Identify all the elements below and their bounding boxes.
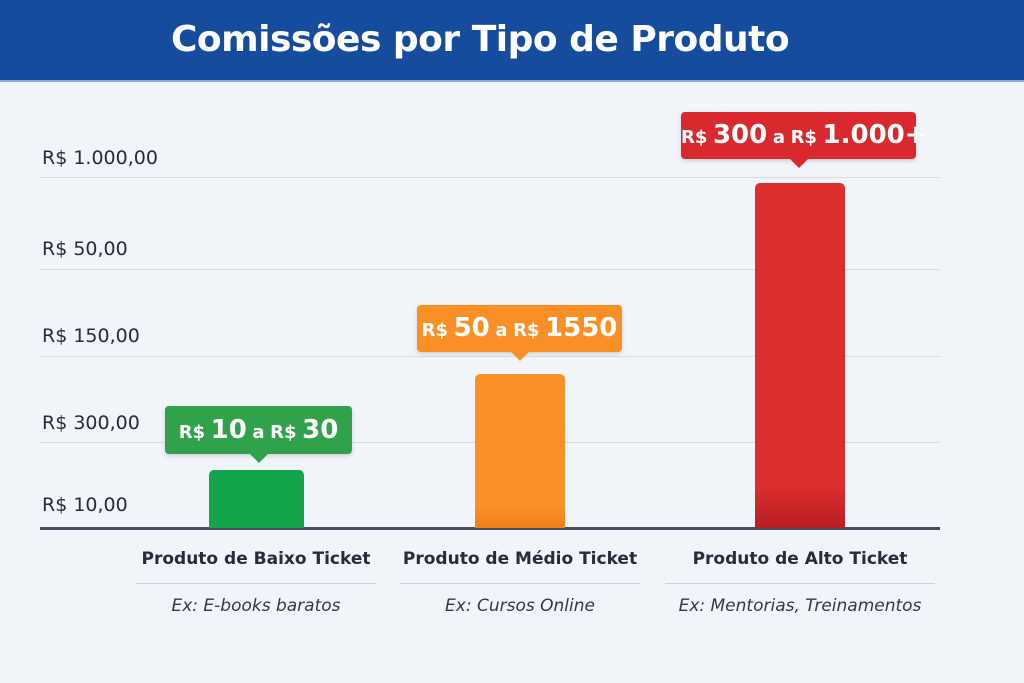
gridline [40, 356, 940, 357]
range-max: 1.000+ [822, 120, 927, 150]
y-tick-label: R$ 50,00 [42, 238, 128, 260]
currency-prefix: R$ [421, 320, 448, 341]
y-tick-label: R$ 300,00 [42, 412, 140, 434]
range-max: 1550 [545, 313, 618, 343]
callout-pointer [789, 159, 808, 168]
currency-prefix: R$ [790, 127, 817, 148]
range-sep: a [772, 127, 785, 148]
category-divider [400, 583, 640, 584]
y-tick-label: R$ 10,00 [42, 494, 128, 516]
range-max: 30 [302, 415, 339, 445]
currency-prefix: R$ [270, 422, 297, 443]
range-min: 10 [210, 415, 247, 445]
range-callout-medium: R$ 50 a R$ 1550 [417, 305, 622, 361]
category-divider [665, 583, 935, 584]
bar-high-ticket [755, 183, 845, 528]
category-example: Ex: E-books baratos [171, 596, 341, 616]
range-callout-low: R$ 10 a R$ 30 [165, 406, 352, 463]
bar-medium-ticket [475, 374, 565, 528]
currency-prefix: R$ [513, 320, 540, 341]
category-example: Ex: Cursos Online [445, 596, 595, 616]
category-divider [136, 583, 376, 584]
callout-pointer [249, 454, 268, 463]
range-sep: a [252, 422, 265, 443]
category-low-ticket: Produto de Baixo Ticket Ex: E-books bara… [136, 549, 376, 616]
category-label: Produto de Baixo Ticket [141, 549, 371, 569]
range-callout-high: R$ 300 a R$ 1.000+ [681, 112, 927, 168]
gridline [40, 269, 940, 270]
category-example: Ex: Mentorias, Treinamentos [678, 596, 922, 616]
category-label: Produto de Médio Ticket [402, 549, 638, 569]
gridline [40, 177, 940, 178]
currency-prefix: R$ [681, 127, 708, 148]
category-medium-ticket: Produto de Médio Ticket Ex: Cursos Onlin… [400, 549, 640, 616]
callout-pointer [510, 352, 529, 361]
bar-low-ticket [209, 470, 304, 528]
range-sep: a [495, 320, 508, 341]
header-bar: Comissões por Tipo de Produto [0, 0, 1024, 82]
y-tick-label: R$ 150,00 [42, 325, 140, 347]
category-high-ticket: Produto de Alto Ticket Ex: Mentorias, Tr… [665, 549, 935, 616]
category-label: Produto de Alto Ticket [692, 549, 908, 569]
range-min: 300 [712, 120, 768, 150]
currency-prefix: R$ [178, 422, 206, 443]
range-min: 50 [453, 313, 490, 343]
chart-title: Comissões por Tipo de Produto [170, 19, 790, 60]
y-tick-label: R$ 1.000,00 [42, 147, 158, 169]
x-axis-baseline [40, 527, 940, 530]
